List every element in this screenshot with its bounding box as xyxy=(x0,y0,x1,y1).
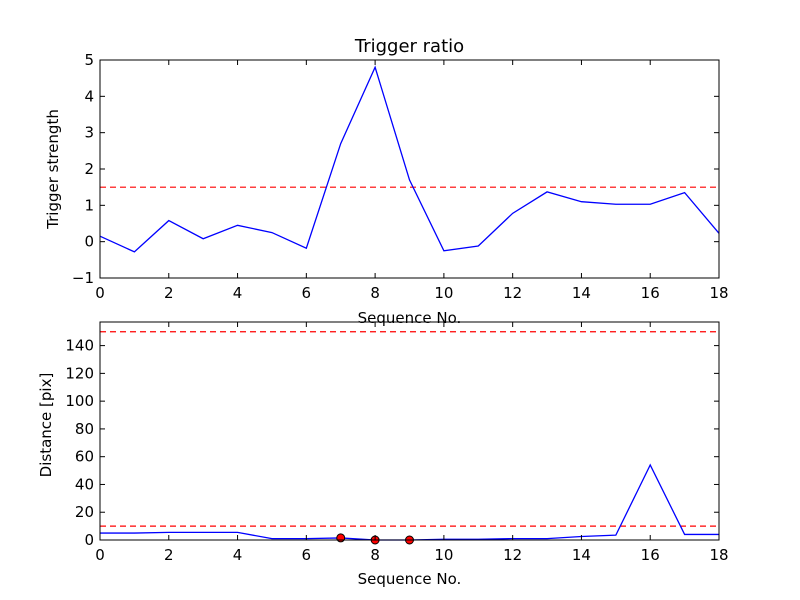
chart-2-x-tick-label: 4 xyxy=(233,546,243,564)
chart-2-x-tick-label: 14 xyxy=(572,546,591,564)
chart-1-y-axis-label: Trigger strength xyxy=(44,109,62,230)
chart-2-frame xyxy=(99,321,720,541)
chart-1-y-tick-label: 4 xyxy=(84,87,94,105)
chart-2-y-tick-label: 0 xyxy=(84,531,94,549)
chart-1-title: Trigger ratio xyxy=(354,36,464,57)
chart-2-y-tick-label: 80 xyxy=(75,420,94,438)
chart-1-y-tick-label: 1 xyxy=(84,196,94,214)
chart-1-series-line xyxy=(99,65,720,253)
chart-2-x-tick-label: 8 xyxy=(370,546,380,564)
chart-1-x-tick-label: 6 xyxy=(302,284,312,302)
chart-2-y-tick-label: 100 xyxy=(65,392,94,410)
chart-2-series-line xyxy=(100,463,719,541)
chart-2-y-tick-label: 120 xyxy=(65,364,94,382)
chart-2-x-tick-label: 0 xyxy=(95,546,105,564)
chart-1-y-tick-label: 0 xyxy=(84,233,94,251)
chart-2-x-tick-label: 6 xyxy=(302,546,312,564)
chart-1-x-tick-label: 0 xyxy=(95,284,105,302)
chart-2-y-tick-label: 40 xyxy=(75,475,94,493)
chart-2-plot: 0 2 4 6 8 10 12 14 16 18 0 20 40 60 80 100 120 140 xyxy=(65,321,729,564)
chart-1-x-tick-label: 14 xyxy=(572,284,591,302)
chart-2-y-tick-label: 60 xyxy=(75,448,94,466)
chart-1-x-tick-label: 2 xyxy=(164,284,174,302)
chart-1-x-tick-label: 10 xyxy=(434,284,453,302)
chart-1-y-tick-label: 3 xyxy=(84,124,94,142)
chart-2-y-tick-label: 140 xyxy=(65,337,94,355)
chart-1-x-tick-label: 4 xyxy=(233,284,243,302)
chart-2-y-tick-label: 20 xyxy=(75,503,94,521)
chart-1-x-tick-label: 12 xyxy=(503,284,522,302)
chart-1-x-axis-label: Sequence No. xyxy=(358,309,462,327)
chart-1-x-tick-label: 16 xyxy=(641,284,660,302)
chart-1-y-tick-label: 2 xyxy=(84,160,94,178)
chart-2-x-tick-label: 18 xyxy=(709,546,728,564)
chart-2-x-axis-label: Sequence No. xyxy=(358,570,462,588)
chart-2-x-tick-label: 16 xyxy=(641,546,660,564)
chart-1-y-tick-label: 5 xyxy=(84,51,94,69)
chart-1-y-tick-label: −1 xyxy=(72,269,94,287)
chart-1-frame xyxy=(99,59,720,279)
chart-1-x-tick-label: 8 xyxy=(370,284,380,302)
chart-2-y-axis-label: Distance [pix] xyxy=(37,373,55,478)
chart-2-marker-point-1 xyxy=(336,533,346,543)
chart-1-x-tick-label: 18 xyxy=(709,284,728,302)
chart-2-x-tick-label: 2 xyxy=(164,546,174,564)
chart-2-x-tick-label: 10 xyxy=(434,546,453,564)
chart-2-x-tick-label: 12 xyxy=(503,546,522,564)
